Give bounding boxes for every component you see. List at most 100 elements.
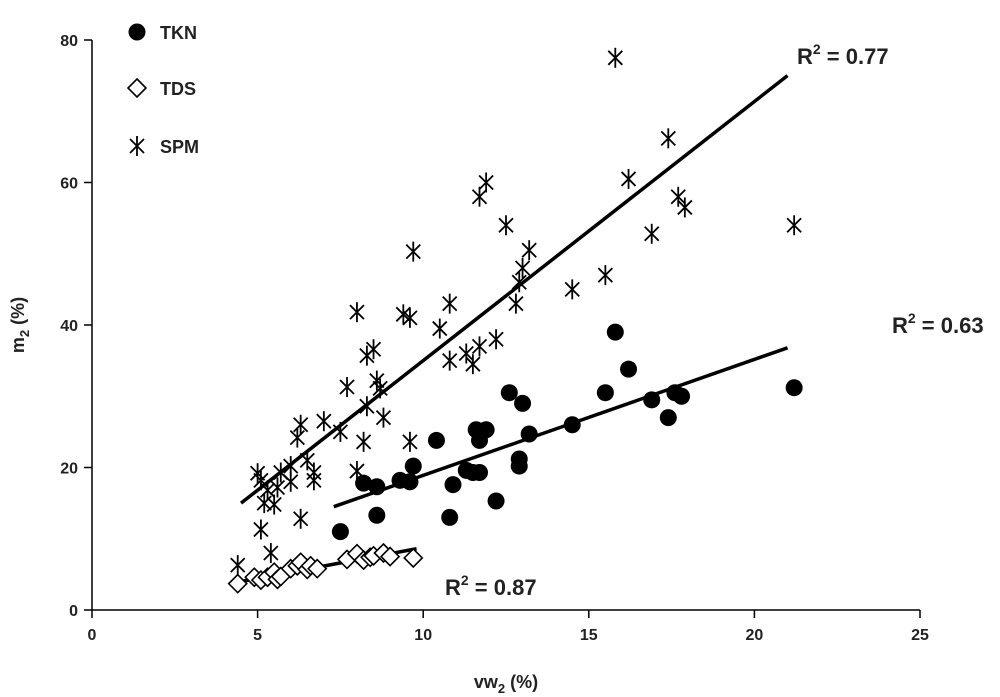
tkn-point bbox=[620, 360, 638, 378]
spm-point bbox=[395, 304, 411, 325]
spm-point bbox=[269, 477, 286, 498]
spm-point bbox=[306, 470, 322, 491]
tds-point bbox=[403, 547, 424, 569]
x-axis-title: vw2 (%) bbox=[474, 672, 538, 696]
spm-point bbox=[349, 302, 365, 323]
tkn-point bbox=[643, 391, 661, 409]
spm-point bbox=[597, 265, 613, 286]
tkn-point bbox=[427, 431, 445, 449]
legend-marker-spm bbox=[129, 136, 145, 156]
x-tick-label: 25 bbox=[911, 627, 929, 644]
y-tick-label: 60 bbox=[60, 176, 78, 193]
spm-point bbox=[253, 470, 269, 491]
tkn-point bbox=[368, 506, 386, 524]
x-tick-label: 20 bbox=[746, 627, 764, 644]
spm-point bbox=[369, 370, 385, 391]
tkn-point bbox=[563, 416, 581, 434]
tkn-point bbox=[487, 492, 505, 510]
tkn-point bbox=[785, 379, 803, 397]
tkn-point bbox=[355, 474, 373, 492]
axes: 0 5 10 15 20 25 0 20 40 60 80 vw2 (%) m2 (%) bbox=[8, 33, 929, 696]
spm-point bbox=[564, 279, 580, 300]
spm-point bbox=[230, 555, 246, 576]
spm-point bbox=[365, 339, 382, 360]
spm-point bbox=[471, 186, 488, 207]
x-tick-label: 10 bbox=[414, 627, 432, 644]
r2-label-tds: R2 = 0.87 bbox=[445, 572, 537, 600]
spm-point bbox=[332, 421, 349, 442]
legend-item-tkn: TKN bbox=[128, 23, 197, 43]
tkn-point bbox=[659, 409, 677, 427]
spm-point bbox=[508, 293, 524, 314]
spm-point bbox=[442, 293, 458, 314]
spm-point bbox=[359, 396, 375, 417]
tkn-point bbox=[606, 323, 624, 341]
legend-marker-tkn bbox=[128, 23, 146, 41]
tkn-point bbox=[510, 457, 528, 475]
spm-point bbox=[402, 307, 418, 328]
spm-point bbox=[465, 354, 481, 375]
tkn-point bbox=[331, 523, 349, 541]
y-axis-title: m2 (%) bbox=[8, 297, 32, 353]
tds-point bbox=[379, 546, 401, 567]
legend-marker-tds bbox=[126, 77, 148, 99]
tkn-point bbox=[444, 476, 462, 494]
data-points bbox=[227, 47, 803, 594]
y-tick-label: 0 bbox=[69, 603, 78, 620]
spm-point bbox=[511, 272, 527, 293]
spm-point bbox=[289, 427, 305, 448]
r2-label-tkn: R2 = 0.63 bbox=[892, 310, 984, 338]
spm-point bbox=[521, 240, 537, 261]
y-tick-label: 20 bbox=[60, 461, 78, 478]
tkn-point bbox=[368, 478, 386, 496]
legend-label-spm: SPM bbox=[160, 137, 199, 157]
tkn-point bbox=[673, 387, 691, 405]
spm-point bbox=[355, 431, 372, 452]
legend-label-tds: TDS bbox=[160, 79, 196, 99]
spm-point bbox=[375, 407, 392, 428]
spm-point bbox=[458, 343, 474, 364]
spm-point bbox=[660, 128, 676, 149]
tkn-point bbox=[596, 384, 614, 402]
spm-point bbox=[488, 329, 504, 350]
r2-label-spm: R2 = 0.77 bbox=[797, 41, 889, 69]
spm-point bbox=[514, 258, 531, 278]
spm-point bbox=[402, 431, 418, 452]
x-tick-label: 15 bbox=[580, 627, 598, 644]
x-tick-label: 5 bbox=[253, 627, 262, 644]
spm-point bbox=[339, 376, 355, 397]
spm-point bbox=[620, 168, 637, 189]
tkn-point bbox=[441, 508, 459, 526]
spm-point bbox=[372, 378, 388, 399]
spm-trend-line bbox=[239, 74, 789, 505]
spm-point bbox=[349, 461, 365, 482]
spm-point bbox=[670, 186, 686, 207]
legend-item-tds: TDS bbox=[126, 77, 196, 99]
spm-point bbox=[283, 456, 299, 477]
tkn-point bbox=[520, 425, 538, 443]
spm-point bbox=[478, 172, 494, 193]
spm-point bbox=[316, 411, 332, 432]
spm-point bbox=[263, 543, 279, 563]
r2-labels: R2 = 0.63 R2 = 0.87 R2 = 0.77 bbox=[445, 41, 984, 600]
spm-point bbox=[442, 350, 458, 371]
x-tick-label: 0 bbox=[88, 627, 97, 644]
spm-point bbox=[498, 215, 514, 236]
legend-item-spm: SPM bbox=[129, 136, 199, 157]
tds-point bbox=[307, 558, 328, 579]
spm-point bbox=[644, 223, 660, 244]
y-tick-label: 80 bbox=[60, 33, 78, 50]
spm-point bbox=[677, 197, 693, 218]
spm-series bbox=[230, 47, 802, 576]
spm-point bbox=[293, 414, 309, 435]
spm-point bbox=[266, 494, 282, 515]
trend-lines bbox=[239, 74, 789, 584]
spm-point bbox=[273, 462, 289, 483]
tds-point bbox=[227, 573, 248, 594]
tkn-point bbox=[471, 463, 489, 481]
tds-series bbox=[227, 542, 424, 594]
spm-point bbox=[249, 463, 266, 484]
spm-point bbox=[293, 508, 309, 529]
spm-point bbox=[259, 480, 276, 501]
